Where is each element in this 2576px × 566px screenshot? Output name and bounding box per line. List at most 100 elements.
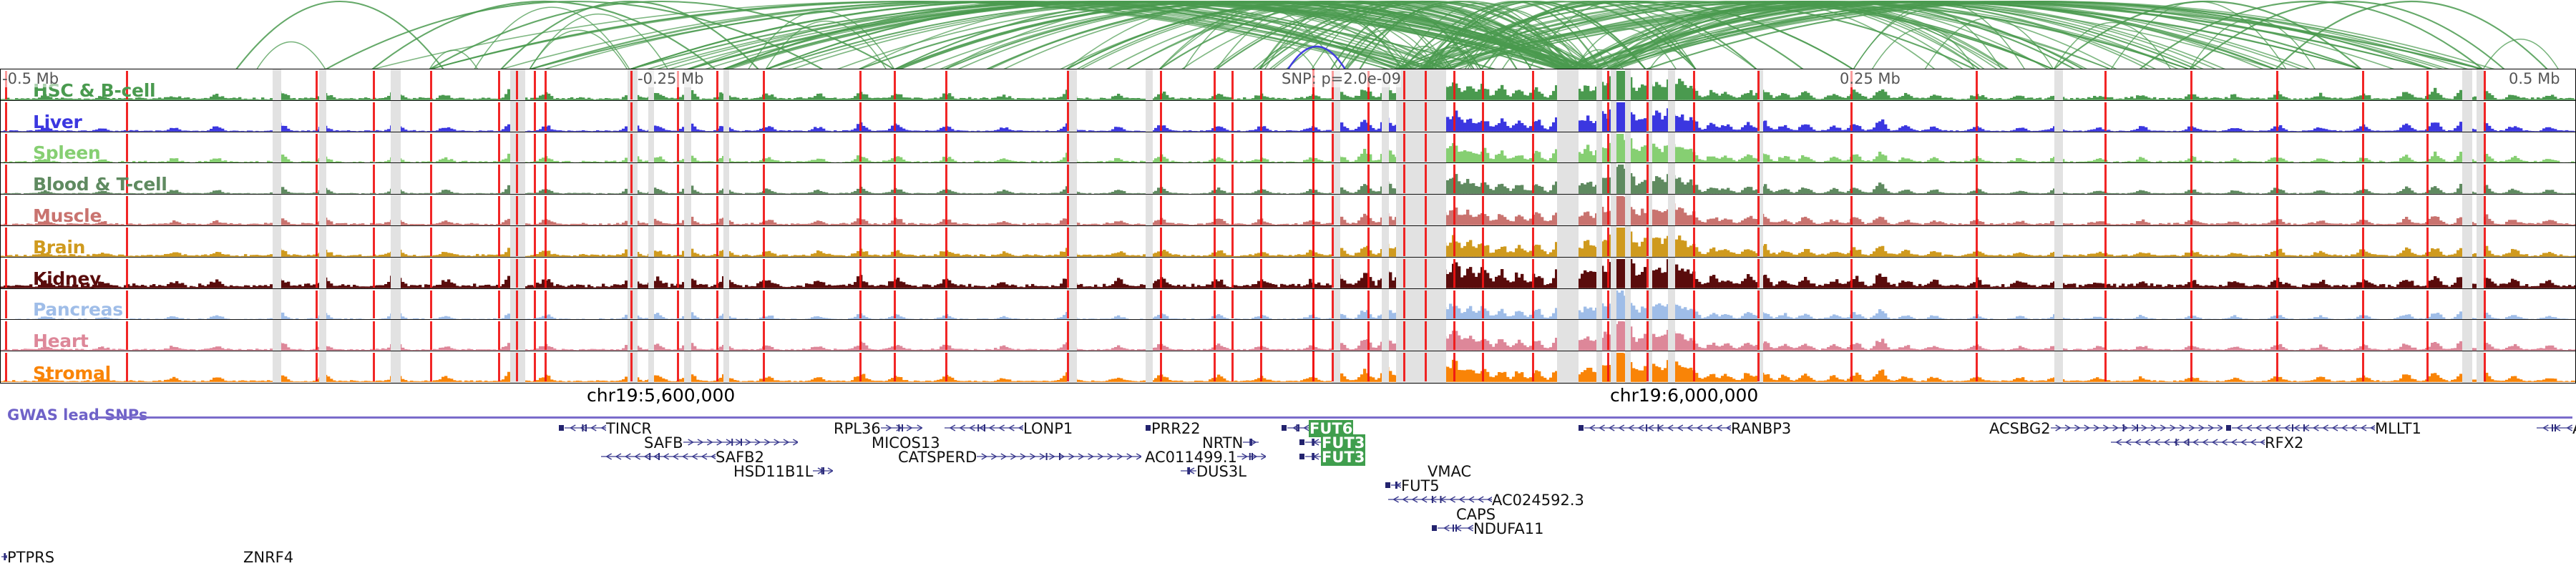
snp-marker[interactable]: [373, 259, 375, 288]
snp-marker[interactable]: [5, 353, 7, 381]
snp-marker[interactable]: [5, 228, 7, 256]
snp-marker[interactable]: [1757, 196, 1760, 225]
snp-marker[interactable]: [1214, 353, 1216, 381]
snp-marker[interactable]: [1425, 228, 1427, 256]
snp-marker[interactable]: [2484, 321, 2486, 350]
snp-marker[interactable]: [2190, 71, 2192, 99]
snp-marker[interactable]: [2426, 165, 2429, 193]
snp-marker[interactable]: [1231, 228, 1234, 256]
snp-marker[interactable]: [2362, 134, 2364, 162]
snp-marker[interactable]: [1482, 134, 1484, 162]
snp-marker[interactable]: [1160, 291, 1162, 319]
snp-marker[interactable]: [1160, 196, 1162, 225]
snp-marker[interactable]: [2104, 134, 2107, 162]
snp-marker[interactable]: [1260, 259, 1262, 288]
snp-marker[interactable]: [430, 291, 432, 319]
snp-marker[interactable]: [373, 291, 375, 319]
snp-marker[interactable]: [2104, 259, 2107, 288]
snp-marker[interactable]: [1260, 165, 1262, 193]
snp-marker[interactable]: [1607, 353, 1609, 381]
snp-marker[interactable]: [2426, 134, 2429, 162]
gene-ZNRF4[interactable]: ZNRF4: [243, 550, 293, 565]
snp-marker[interactable]: [316, 353, 318, 381]
snp-marker[interactable]: [763, 134, 765, 162]
snp-marker[interactable]: [1607, 196, 1609, 225]
snp-marker[interactable]: [1850, 102, 1853, 131]
snp-marker[interactable]: [498, 321, 500, 350]
snp-marker[interactable]: [2104, 353, 2107, 381]
snp-marker[interactable]: [945, 259, 947, 288]
snp-marker[interactable]: [630, 228, 633, 256]
snp-marker[interactable]: [1425, 259, 1427, 288]
snp-marker[interactable]: [1403, 321, 1405, 350]
snp-marker[interactable]: [1214, 196, 1216, 225]
track-brain[interactable]: Brain: [1, 226, 2575, 258]
snp-marker[interactable]: [1260, 196, 1262, 225]
snp-marker[interactable]: [2426, 196, 2429, 225]
snp-marker[interactable]: [430, 102, 432, 131]
snp-marker[interactable]: [2426, 71, 2429, 99]
snp-marker[interactable]: [1160, 259, 1162, 288]
snp-marker[interactable]: [1260, 291, 1262, 319]
snp-marker[interactable]: [677, 102, 679, 131]
snp-marker[interactable]: [1312, 226, 1314, 256]
snp-marker[interactable]: [1482, 259, 1484, 288]
gene-AC024592.3[interactable]: AC024592.3: [1388, 492, 1584, 507]
snp-marker[interactable]: [763, 71, 765, 99]
gene-DUS3L[interactable]: DUS3L: [1181, 464, 1246, 479]
snp-marker[interactable]: [316, 71, 318, 99]
snp-marker[interactable]: [1453, 291, 1455, 319]
snp-marker[interactable]: [2190, 353, 2192, 381]
snp-marker[interactable]: [1312, 163, 1314, 193]
snp-marker[interactable]: [945, 321, 947, 350]
snp-marker[interactable]: [630, 71, 633, 99]
snp-marker[interactable]: [1367, 291, 1370, 319]
snp-marker[interactable]: [630, 321, 633, 350]
snp-marker[interactable]: [1693, 102, 1695, 131]
gene-MLLT1[interactable]: MLLT1: [2225, 421, 2421, 436]
snp-marker[interactable]: [1367, 321, 1370, 350]
snp-marker[interactable]: [1607, 165, 1609, 193]
snp-marker[interactable]: [1260, 71, 1262, 99]
gene-FUT6[interactable]: FUT6: [1281, 421, 1353, 436]
snp-marker[interactable]: [1607, 134, 1609, 162]
snp-marker[interactable]: [1757, 228, 1760, 256]
snp-marker[interactable]: [2276, 134, 2278, 162]
track-muscle[interactable]: Muscle: [1, 195, 2575, 226]
snp-marker[interactable]: [1976, 134, 1978, 162]
snp-marker[interactable]: [126, 228, 128, 256]
snp-marker[interactable]: [1646, 228, 1649, 256]
snp-marker[interactable]: [2362, 165, 2364, 193]
snp-marker[interactable]: [2484, 259, 2486, 288]
snp-marker[interactable]: [1607, 259, 1609, 288]
gene-PRR22[interactable]: PRR22: [1145, 421, 1201, 436]
snp-marker[interactable]: [894, 228, 896, 256]
snp-marker[interactable]: [5, 321, 7, 350]
snp-marker[interactable]: [630, 353, 633, 381]
snp-marker[interactable]: [859, 102, 862, 131]
snp-marker[interactable]: [2104, 291, 2107, 319]
snp-marker[interactable]: [1646, 71, 1649, 99]
snp-marker[interactable]: [498, 71, 500, 99]
snp-marker[interactable]: [763, 353, 765, 381]
snp-marker[interactable]: [2426, 259, 2429, 288]
snp-marker[interactable]: [1312, 351, 1314, 381]
snp-marker[interactable]: [1067, 228, 1069, 256]
snp-marker[interactable]: [716, 71, 718, 99]
snp-marker[interactable]: [1260, 134, 1262, 162]
snp-marker[interactable]: [630, 291, 633, 319]
snp-marker[interactable]: [1532, 291, 1534, 319]
snp-marker[interactable]: [945, 196, 947, 225]
snp-marker[interactable]: [859, 134, 862, 162]
snp-marker[interactable]: [2484, 291, 2486, 319]
snp-marker[interactable]: [1214, 71, 1216, 99]
snp-marker[interactable]: [534, 165, 536, 193]
snp-marker[interactable]: [716, 353, 718, 381]
snp-marker[interactable]: [2104, 71, 2107, 99]
snp-marker[interactable]: [2276, 165, 2278, 193]
snp-marker[interactable]: [2362, 228, 2364, 256]
snp-marker[interactable]: [1425, 196, 1427, 225]
snp-marker[interactable]: [1976, 165, 1978, 193]
snp-marker[interactable]: [1453, 165, 1455, 193]
gene-TINCR[interactable]: TINCR: [558, 421, 652, 436]
